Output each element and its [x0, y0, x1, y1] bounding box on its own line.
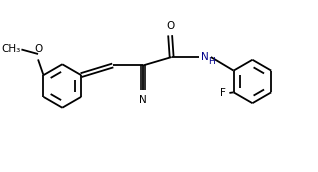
- Text: N: N: [201, 52, 208, 62]
- Text: F: F: [220, 88, 226, 98]
- Text: methoxy: methoxy: [14, 48, 20, 50]
- Text: methoxy: methoxy: [14, 48, 20, 50]
- Text: methoxy: methoxy: [16, 51, 23, 52]
- Text: CH₃: CH₃: [1, 44, 20, 54]
- Text: H: H: [208, 57, 215, 66]
- Text: N: N: [139, 95, 147, 105]
- Text: O: O: [166, 21, 174, 31]
- Text: O: O: [34, 44, 42, 54]
